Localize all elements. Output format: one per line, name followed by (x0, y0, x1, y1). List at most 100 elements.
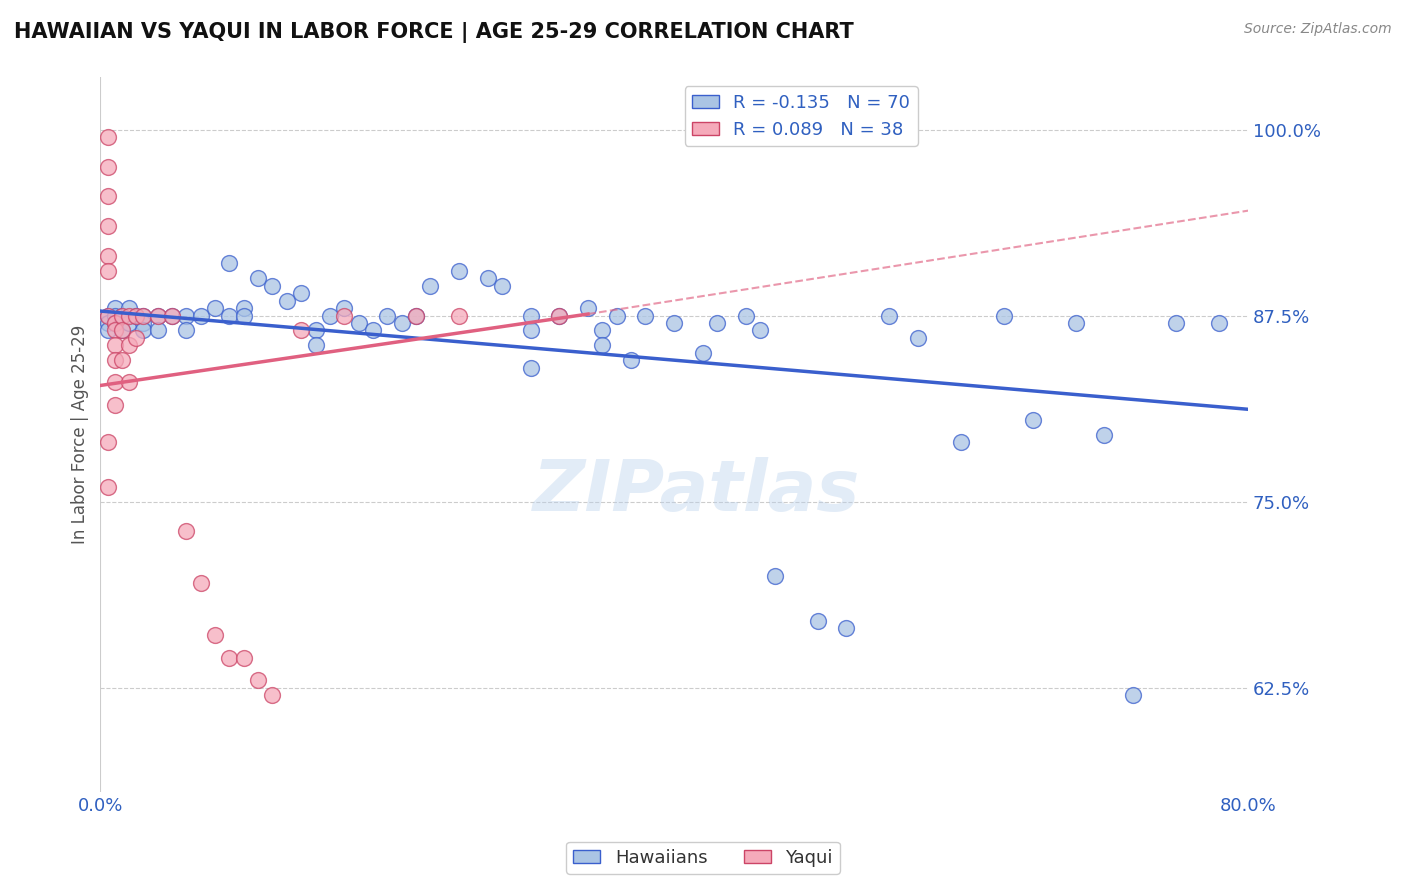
Point (491, 278, 513, 293)
Point (125, 309, 148, 323)
Point (290, 286, 312, 301)
Point (118, 309, 141, 323)
Point (333, 301, 356, 315)
Point (319, 309, 342, 323)
Point (1166, 316, 1188, 330)
Point (118, 376, 141, 390)
Point (111, 323, 134, 337)
Point (591, 338, 613, 352)
Point (96, 249, 118, 263)
Point (218, 309, 240, 323)
Point (361, 323, 384, 337)
Point (96, 160, 118, 174)
Point (104, 316, 127, 330)
Point (591, 323, 613, 337)
Point (190, 576, 212, 591)
Point (477, 271, 499, 285)
Point (96, 316, 118, 330)
Point (347, 316, 370, 330)
Point (96, 219, 118, 234)
Point (375, 309, 398, 323)
Point (104, 309, 127, 323)
Point (104, 323, 127, 337)
Text: Source: ZipAtlas.com: Source: ZipAtlas.com (1244, 22, 1392, 37)
Point (634, 309, 657, 323)
Point (132, 309, 155, 323)
Point (111, 309, 134, 323)
Point (692, 345, 714, 359)
Point (232, 301, 254, 315)
Point (247, 673, 270, 687)
Point (519, 309, 541, 323)
Point (96, 480, 118, 494)
Point (1064, 316, 1087, 330)
Point (405, 309, 427, 323)
Point (204, 628, 226, 642)
Point (232, 650, 254, 665)
Point (218, 650, 240, 665)
Point (104, 338, 127, 352)
Point (576, 301, 599, 315)
Point (877, 309, 900, 323)
Text: HAWAIIAN VS YAQUI IN LABOR FORCE | AGE 25-29 CORRELATION CHART: HAWAIIAN VS YAQUI IN LABOR FORCE | AGE 2… (14, 22, 853, 44)
Point (104, 398, 127, 412)
Point (806, 614, 828, 628)
Point (104, 353, 127, 368)
Point (218, 256, 240, 270)
Point (262, 688, 284, 702)
Point (276, 293, 298, 308)
Point (132, 309, 155, 323)
Point (405, 309, 427, 323)
Point (104, 376, 127, 390)
Point (118, 338, 141, 352)
Point (993, 309, 1015, 323)
Point (160, 309, 183, 323)
Point (620, 353, 643, 368)
Point (304, 338, 326, 352)
Point (907, 331, 929, 345)
Point (304, 323, 326, 337)
Point (118, 316, 141, 330)
Point (662, 316, 685, 330)
Point (104, 301, 127, 315)
Point (548, 309, 571, 323)
Point (606, 309, 628, 323)
Point (111, 309, 134, 323)
Point (176, 309, 198, 323)
Point (118, 301, 141, 315)
Point (96, 189, 118, 203)
Point (96, 309, 118, 323)
Point (706, 316, 728, 330)
Point (1092, 427, 1115, 442)
Point (734, 309, 756, 323)
Point (835, 621, 858, 635)
Point (160, 309, 183, 323)
Point (333, 309, 356, 323)
Point (763, 569, 786, 583)
Point (111, 323, 134, 337)
Point (96, 130, 118, 145)
Point (1208, 316, 1230, 330)
Point (290, 323, 312, 337)
Point (447, 309, 470, 323)
Point (132, 323, 155, 337)
Point (419, 278, 441, 293)
Point (176, 323, 198, 337)
Point (111, 353, 134, 368)
Point (125, 309, 148, 323)
Point (96, 323, 118, 337)
Legend: R = -0.135   N = 70, R = 0.089   N = 38: R = -0.135 N = 70, R = 0.089 N = 38 (685, 87, 918, 146)
Point (132, 316, 155, 330)
Point (391, 316, 413, 330)
Point (1122, 688, 1144, 702)
Point (146, 309, 169, 323)
Point (262, 278, 284, 293)
Point (232, 309, 254, 323)
Point (519, 323, 541, 337)
Point (96, 435, 118, 450)
Y-axis label: In Labor Force | Age 25-29: In Labor Force | Age 25-29 (72, 325, 89, 544)
Legend: Hawaiians, Yaqui: Hawaiians, Yaqui (567, 842, 839, 874)
Point (447, 264, 470, 278)
Point (96, 264, 118, 278)
Point (519, 360, 541, 375)
